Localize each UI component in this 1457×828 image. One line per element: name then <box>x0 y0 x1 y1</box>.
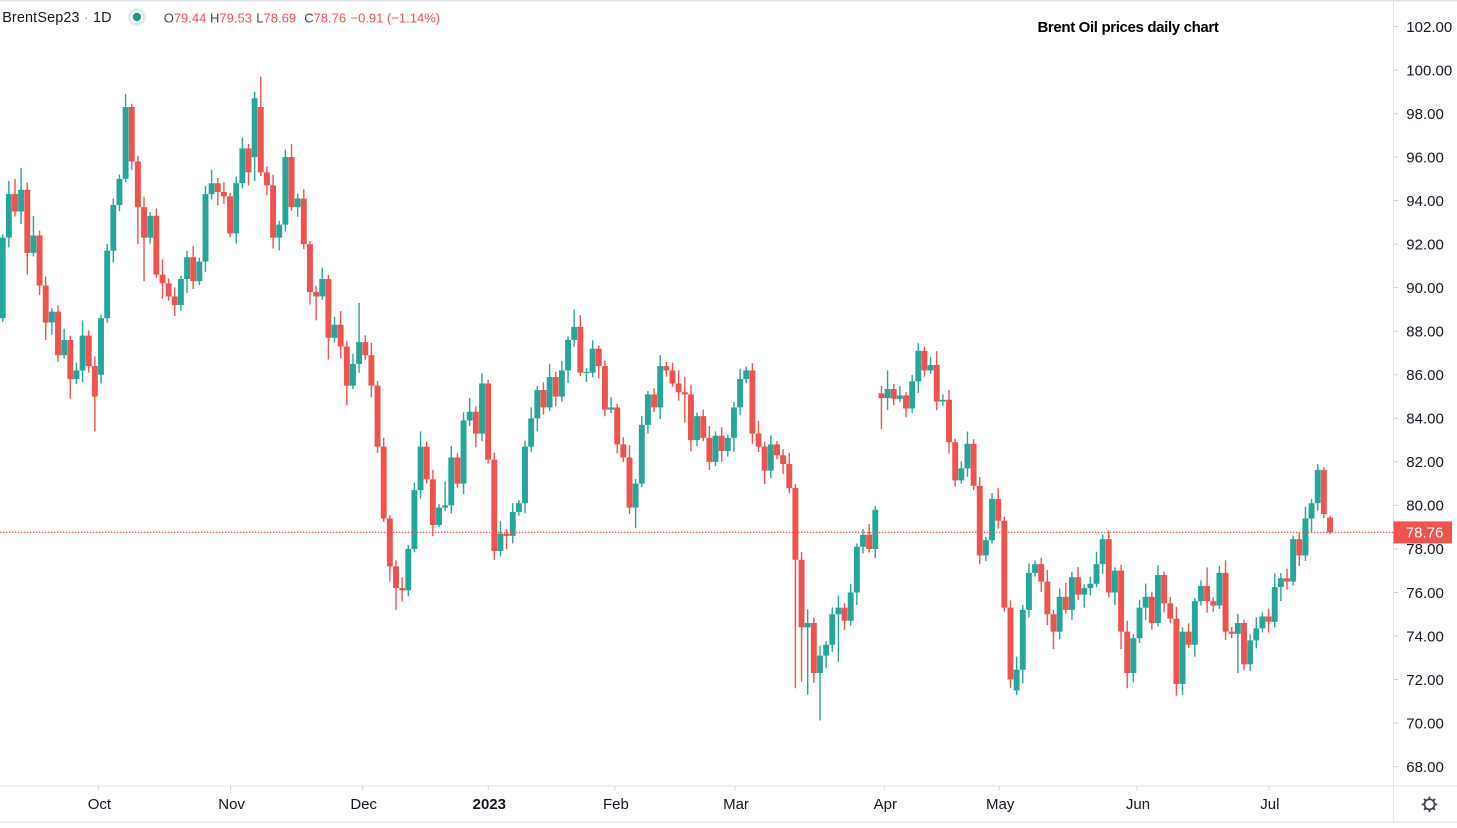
svg-text:98.00: 98.00 <box>1406 106 1444 123</box>
svg-text:BrentSep23 · 1D: BrentSep23 · 1D <box>2 10 111 26</box>
svg-text:74.00: 74.00 <box>1406 628 1444 645</box>
svg-text:78.00: 78.00 <box>1406 541 1444 558</box>
svg-text:80.00: 80.00 <box>1406 498 1444 515</box>
svg-text:68.00: 68.00 <box>1406 759 1444 776</box>
svg-text:H79.53: H79.53 <box>210 11 252 26</box>
svg-text:Feb: Feb <box>603 796 629 813</box>
svg-text:90.00: 90.00 <box>1406 280 1444 297</box>
svg-text:Apr: Apr <box>874 796 897 813</box>
svg-text:70.00: 70.00 <box>1406 715 1444 732</box>
svg-text:88.00: 88.00 <box>1406 324 1444 341</box>
svg-text:O79.44: O79.44 <box>164 11 207 26</box>
svg-text:96.00: 96.00 <box>1406 149 1444 166</box>
svg-text:102.00: 102.00 <box>1406 19 1452 36</box>
svg-text:86.00: 86.00 <box>1406 367 1444 384</box>
svg-text:72.00: 72.00 <box>1406 672 1444 689</box>
svg-text:Oct: Oct <box>88 796 112 813</box>
svg-text:76.00: 76.00 <box>1406 585 1444 602</box>
svg-text:2023: 2023 <box>473 796 506 813</box>
svg-text:Mar: Mar <box>723 796 749 813</box>
svg-text:Jul: Jul <box>1260 796 1279 813</box>
svg-text:Brent Oil prices daily chart: Brent Oil prices daily chart <box>1037 19 1218 36</box>
svg-text:Nov: Nov <box>218 796 245 813</box>
svg-text:92.00: 92.00 <box>1406 237 1444 254</box>
svg-text:82.00: 82.00 <box>1406 454 1444 471</box>
svg-text:Dec: Dec <box>350 796 377 813</box>
svg-text:Jun: Jun <box>1126 796 1150 813</box>
svg-text:94.00: 94.00 <box>1406 193 1444 210</box>
svg-text:May: May <box>986 796 1015 813</box>
svg-text:84.00: 84.00 <box>1406 411 1444 428</box>
svg-text:−0.91 (−1.14%): −0.91 (−1.14%) <box>351 11 441 26</box>
svg-text:C78.76: C78.76 <box>304 11 346 26</box>
svg-text:100.00: 100.00 <box>1406 62 1452 79</box>
svg-text:L78.69: L78.69 <box>256 11 296 26</box>
svg-text:78.76: 78.76 <box>1406 525 1444 542</box>
